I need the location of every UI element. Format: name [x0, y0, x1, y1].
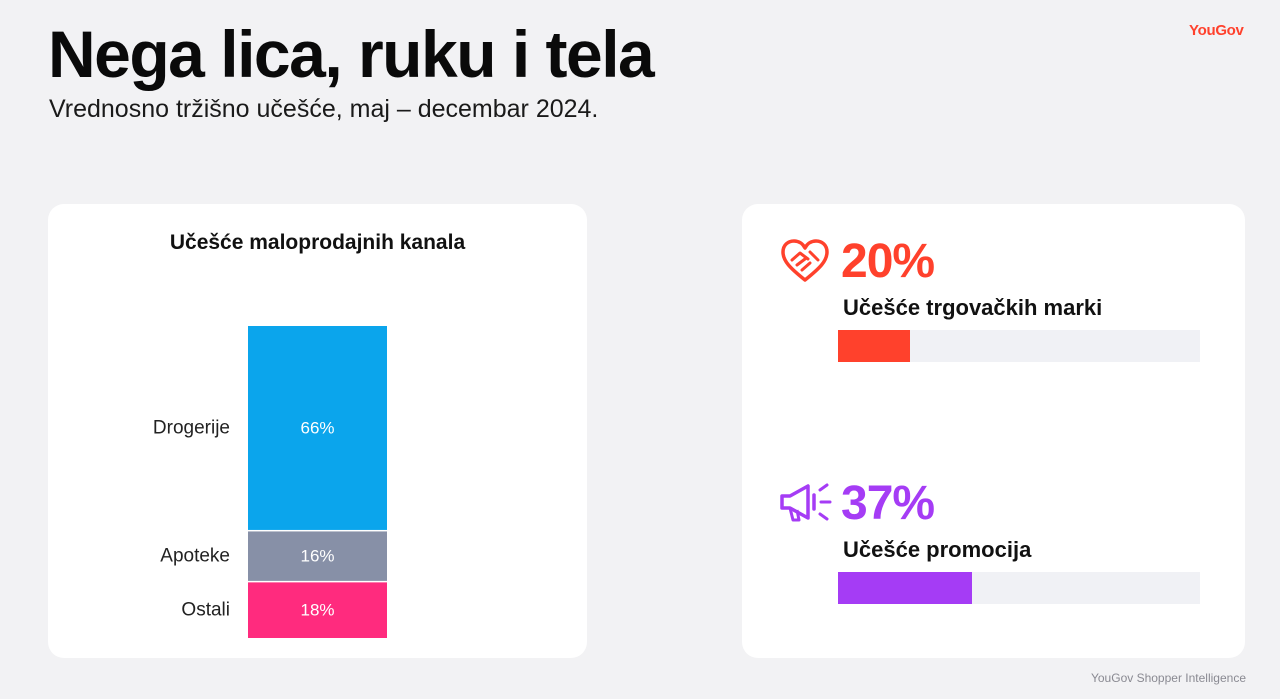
heart-handshake-icon [780, 238, 830, 289]
channel-share-card: Učešće maloprodajnih kanala Drogerije 66%… [48, 204, 587, 658]
source-footer: YouGov Shopper Intelligence [1090, 671, 1246, 685]
promotion-value: 37% [841, 477, 935, 530]
private-label-bar-track [838, 330, 1200, 362]
bar-segment-drogerije [248, 326, 387, 530]
bar-segment-ostali [248, 582, 387, 638]
value-label-ostali: 18% [300, 601, 334, 620]
private-label-label: Učešće trgovačkih marki [843, 295, 1103, 320]
promotion-label: Učešće promocija [843, 537, 1032, 562]
kpi-card: 20% Učešće trgovačkih marki 37% Učešće p… [742, 204, 1245, 658]
page-subtitle: Vrednosno tržišno učešće, maj – decembar… [49, 95, 599, 123]
promotion-bar-track [838, 572, 1200, 604]
category-label-apoteke: Apoteke [160, 546, 230, 567]
value-label-apoteke: 16% [300, 547, 334, 566]
bar-segment-apoteke [248, 531, 387, 581]
megaphone-icon [778, 480, 834, 531]
private-label-value: 20% [841, 235, 935, 288]
page-title: Nega lica, ruku i tela [48, 17, 655, 91]
brand-logo: YouGov [1189, 22, 1244, 39]
value-label-drogerije: 66% [300, 418, 334, 437]
chart-title: Učešće maloprodajnih kanala [169, 231, 466, 254]
promotion-bar-fill [838, 572, 972, 604]
stacked-bar-chart: Drogerije 66% Apoteke 16% Ostali 18% [153, 326, 387, 638]
category-label-drogerije: Drogerije [153, 417, 230, 438]
private-label-bar-fill [838, 330, 911, 362]
category-label-ostali: Ostali [181, 600, 230, 621]
